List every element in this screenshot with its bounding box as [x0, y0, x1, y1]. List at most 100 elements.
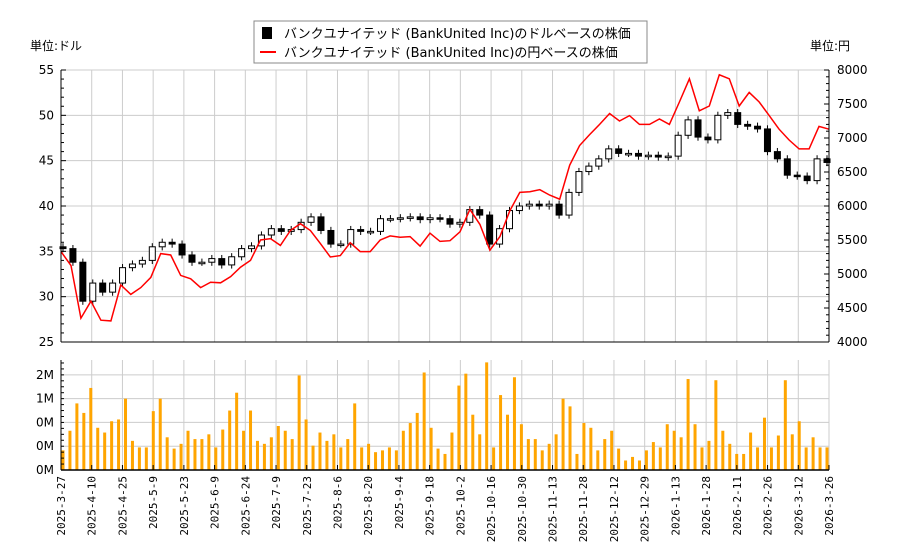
volume-bar [367, 443, 371, 470]
volume-bar [96, 427, 100, 470]
candle-body [218, 258, 226, 266]
candle-body [89, 282, 97, 302]
candle-body [684, 119, 692, 136]
volume-bar [415, 412, 419, 470]
x-tick-label: 2025-5-9 [147, 476, 160, 529]
candle-body [208, 258, 216, 263]
volume-bar [235, 392, 239, 470]
volume-bar [179, 443, 183, 470]
x-tick-label: 2026-3-26 [823, 476, 836, 536]
volume-bar [110, 421, 114, 470]
x-tick-label: 2025-11-13 [547, 476, 560, 542]
candle-body [724, 112, 732, 116]
volume-bar [512, 377, 516, 470]
volume-bar [443, 453, 447, 470]
legend-jpy-label: バンクユナイテッド (BankUnited Inc)の円ベースの株価 [284, 46, 618, 61]
y-right-tick-label: 5500 [837, 233, 868, 247]
y-right-tick-label: 6000 [837, 199, 868, 213]
y-left-tick-label: 40 [39, 199, 54, 213]
candle-body [357, 229, 365, 232]
x-tick-label: 2025-4-25 [116, 476, 129, 536]
volume-bar [353, 403, 357, 470]
candle-body [734, 112, 742, 125]
y-right-tick-label: 4500 [837, 301, 868, 315]
volume-bar [103, 432, 107, 470]
candle-body [119, 267, 127, 284]
volume-bar [540, 450, 544, 470]
x-tick-label: 2026-1-13 [669, 476, 682, 536]
volume-bar [193, 439, 197, 470]
candle-body [813, 158, 821, 182]
volume-bar [137, 447, 141, 470]
volume-bar [242, 430, 246, 470]
volume-bar [429, 427, 433, 470]
jpy-price-line [60, 73, 830, 322]
candle-body [714, 114, 722, 141]
volume-bar [776, 435, 780, 470]
volume-bar [485, 362, 489, 470]
candle-body [79, 261, 87, 302]
candle-body [446, 218, 454, 225]
volume-bar [589, 427, 593, 470]
candle-body [644, 154, 652, 158]
volume-bar [262, 443, 266, 470]
candle-body [654, 154, 662, 158]
volume-bar [214, 447, 218, 470]
volume-bar [75, 403, 79, 470]
volume-bar [297, 375, 301, 470]
legend-usd-marker [262, 27, 272, 39]
volume-bar [311, 445, 315, 470]
candle-body [763, 128, 771, 153]
volume-bar [339, 447, 343, 470]
candle-body [148, 246, 156, 261]
volume-bar [818, 447, 822, 470]
candle-body [238, 248, 246, 258]
volume-bar [228, 410, 232, 470]
x-tick-label: 2025-9-18 [424, 476, 437, 536]
candle-body [158, 241, 166, 248]
volume-bar [728, 443, 732, 470]
x-tick-label: 2025-7-23 [301, 476, 314, 536]
volume-tick-label: 0M [36, 463, 54, 477]
volume-bar [631, 456, 635, 470]
volume-bar [380, 450, 384, 470]
x-tick-label: 2025-11-28 [577, 476, 590, 542]
candle-body [456, 221, 464, 225]
volume-bar [249, 410, 253, 470]
volume-bar [707, 440, 711, 470]
candle-body [128, 263, 136, 269]
volume-bar [825, 447, 829, 470]
volume-bar [151, 411, 155, 470]
candle-body [634, 152, 642, 157]
volume-bar [471, 414, 475, 470]
volume-bar [790, 434, 794, 470]
y-left-tick-label: 30 [39, 290, 54, 304]
volume-bar [290, 439, 294, 470]
candle-body [664, 155, 672, 159]
volume-bar [144, 447, 148, 470]
volume-bar [387, 447, 391, 470]
candle-body [248, 245, 256, 250]
volume-bar [651, 442, 655, 470]
volume-bar [130, 440, 134, 470]
volume-tick-label: 0M [36, 439, 54, 453]
candle-body [535, 203, 543, 207]
candle-body [555, 203, 563, 216]
volume-bar [89, 387, 93, 470]
volume-bar [672, 430, 676, 470]
x-tick-label: 2025-9-4 [393, 476, 406, 529]
candle-body [426, 217, 434, 221]
volume-bar [610, 430, 614, 470]
candle-body [228, 256, 236, 266]
candle-body [188, 254, 196, 263]
x-tick-label: 2025-10-2 [454, 476, 467, 536]
candle-body [337, 243, 345, 247]
volume-bar [158, 398, 162, 470]
candle-body [625, 152, 633, 156]
volume-bar [568, 406, 572, 470]
candle-body [416, 216, 424, 221]
volume-bar [526, 439, 530, 470]
volume-bar [769, 447, 773, 470]
x-tick-label: 2025-3-27 [55, 476, 68, 536]
volume-bar [596, 450, 600, 470]
